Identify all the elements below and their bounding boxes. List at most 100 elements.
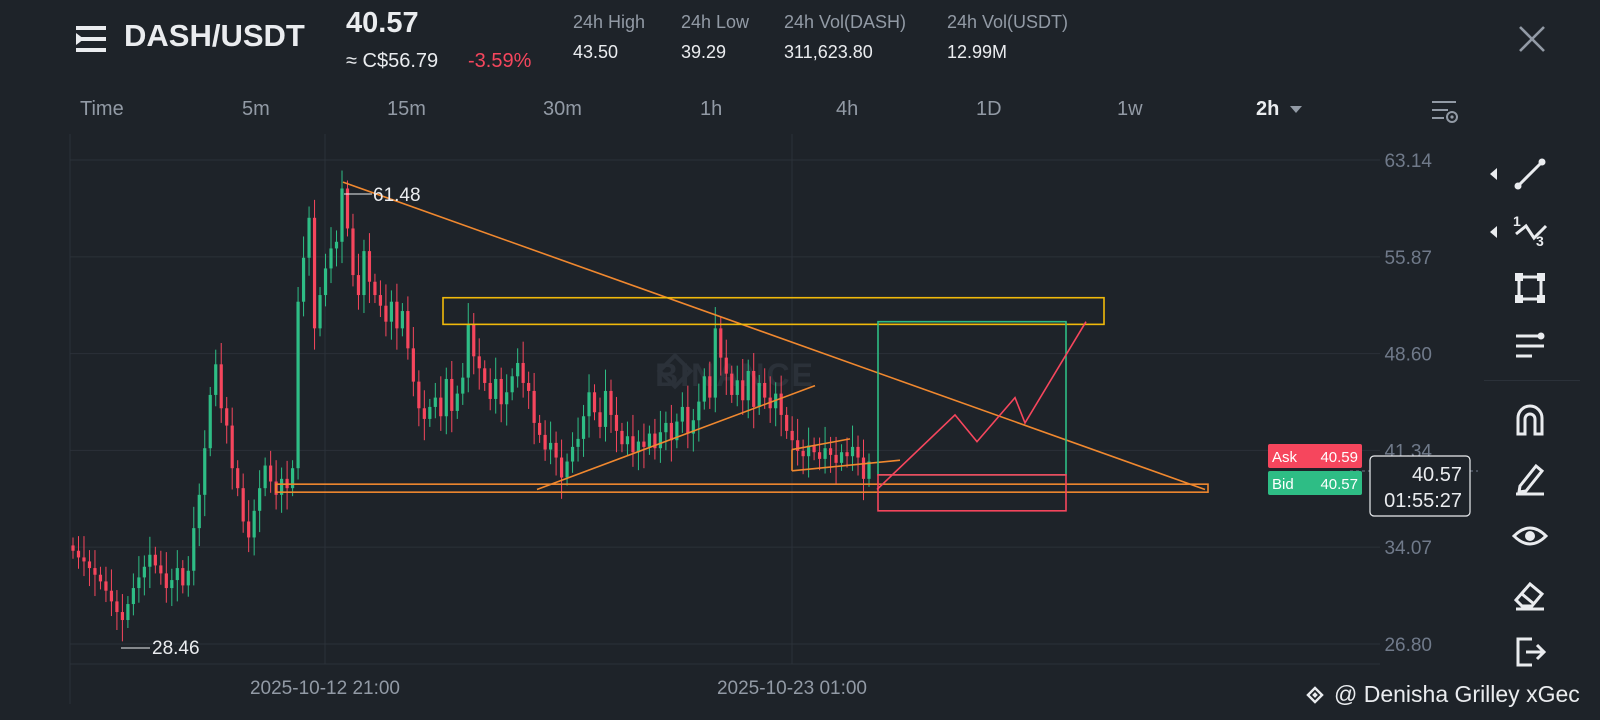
candle-body: [845, 452, 849, 457]
indicator-lines-icon[interactable]: [1512, 328, 1548, 364]
candle-body: [450, 378, 454, 411]
candle-body: [697, 401, 701, 421]
candle-body: [647, 433, 652, 447]
ask-label: Ask: [1272, 449, 1298, 466]
price-projection-path[interactable]: [876, 321, 1087, 491]
candle-body: [603, 390, 608, 427]
candle-body: [340, 188, 344, 242]
tab-1d[interactable]: 1D: [976, 98, 1002, 120]
candle-body: [592, 392, 597, 413]
tab-time[interactable]: Time: [80, 98, 124, 120]
chart-settings-icon[interactable]: [1430, 98, 1460, 126]
stat-value: 43.50: [573, 42, 619, 62]
candle-body: [417, 381, 421, 409]
fibonacci-tool-icon[interactable]: 1 3: [1512, 212, 1548, 248]
tab-1h[interactable]: 1h: [700, 98, 723, 120]
flag-lower-line[interactable]: [791, 459, 901, 472]
candle-body: [779, 393, 783, 415]
chart-drawings[interactable]: [275, 181, 1209, 512]
y-tick-label: 34.07: [1384, 538, 1432, 559]
candle-body: [790, 430, 794, 441]
candle-body: [247, 521, 251, 538]
candle-body: [115, 601, 119, 613]
shape-tool-icon[interactable]: [1512, 270, 1548, 306]
header: DASH/USDT 40.57 ≈ C$56.79 -3.59% 24h Hig…: [0, 0, 1600, 88]
candle-body: [850, 446, 855, 457]
stat-label: 24h Vol(USDT): [947, 12, 1069, 32]
candle-body: [746, 370, 750, 401]
magnet-icon[interactable]: [1512, 402, 1548, 438]
candle-body: [620, 430, 624, 445]
target-box[interactable]: [877, 320, 1067, 476]
candle-body: [131, 588, 135, 605]
tab-1w[interactable]: 1w: [1117, 98, 1143, 120]
candle-body: [565, 461, 569, 478]
expand-arrow-icon[interactable]: [1490, 226, 1497, 238]
ascending-trendline[interactable]: [536, 384, 816, 491]
high-label: 61.48: [373, 185, 421, 206]
chart-grid: [69, 134, 1380, 704]
chevron-down-icon[interactable]: [1290, 106, 1302, 113]
pencil-icon[interactable]: [1512, 460, 1548, 496]
candle-body: [499, 378, 503, 405]
candle-body: [192, 528, 196, 571]
eye-icon[interactable]: [1512, 518, 1548, 554]
y-tick-label: 26.80: [1384, 635, 1432, 656]
candle-body: [861, 457, 866, 479]
author-credit-text: @ Denisha Grilley xGec: [1334, 681, 1580, 707]
candle-body: [109, 590, 114, 602]
close-icon[interactable]: [1515, 22, 1549, 56]
svg-text:3: 3: [1536, 233, 1544, 248]
candle-body: [785, 414, 789, 431]
candle-body: [76, 550, 81, 558]
candle-body: [680, 406, 684, 422]
candle-body: [494, 378, 498, 399]
resistance-zone[interactable]: [442, 296, 1105, 326]
candle-body: [812, 445, 816, 453]
flag-upper-line[interactable]: [791, 438, 851, 451]
x-tick-label: 2025-10-23 01:00: [717, 678, 867, 699]
support-zone[interactable]: [275, 483, 1209, 493]
candle-body: [636, 441, 641, 453]
pair-title[interactable]: DASH/USDT: [124, 18, 305, 53]
candle-body: [472, 324, 476, 357]
tab-15m[interactable]: 15m: [387, 98, 426, 120]
stat-label: 24h Low: [681, 12, 750, 32]
menu-icon[interactable]: [76, 24, 108, 54]
exit-icon[interactable]: [1512, 634, 1548, 670]
candle-body: [510, 376, 514, 393]
candle-body: [296, 301, 300, 469]
candle-countdown: 01:55:27: [1384, 490, 1462, 512]
tab-4h[interactable]: 4h: [836, 98, 859, 120]
candle-body: [444, 378, 448, 417]
expand-arrow-icon[interactable]: [1490, 168, 1497, 180]
candle-body: [345, 188, 350, 229]
tab-30m[interactable]: 30m: [543, 98, 582, 120]
candle-body: [730, 373, 734, 395]
eraser-icon[interactable]: [1512, 576, 1548, 612]
exchange-watermark: BINANCE: [655, 357, 815, 393]
stop-box[interactable]: [877, 474, 1067, 512]
stat-24h-vol-base: 24h Vol(DASH) 311,623.80: [784, 12, 906, 63]
candle-body: [197, 494, 201, 529]
candle-body: [741, 380, 745, 401]
tab-2h[interactable]: 2h: [1256, 98, 1280, 120]
candle-body: [82, 557, 86, 562]
tab-5m[interactable]: 5m: [242, 98, 270, 120]
candle-body: [801, 450, 805, 457]
candle-body: [252, 510, 256, 538]
candle-body: [669, 422, 673, 441]
candle-body: [318, 295, 322, 329]
candle-body: [367, 251, 372, 282]
trendline-tool-icon[interactable]: [1512, 156, 1548, 192]
descending-trendline[interactable]: [342, 181, 1206, 491]
candle-body: [757, 382, 761, 407]
candle-body: [301, 257, 306, 302]
candle-body: [142, 566, 146, 578]
x-tick-label: 2025-10-12 21:00: [250, 678, 400, 699]
toolbar-divider: [1484, 380, 1580, 381]
candle-body: [675, 421, 679, 441]
candle-body: [219, 364, 223, 409]
